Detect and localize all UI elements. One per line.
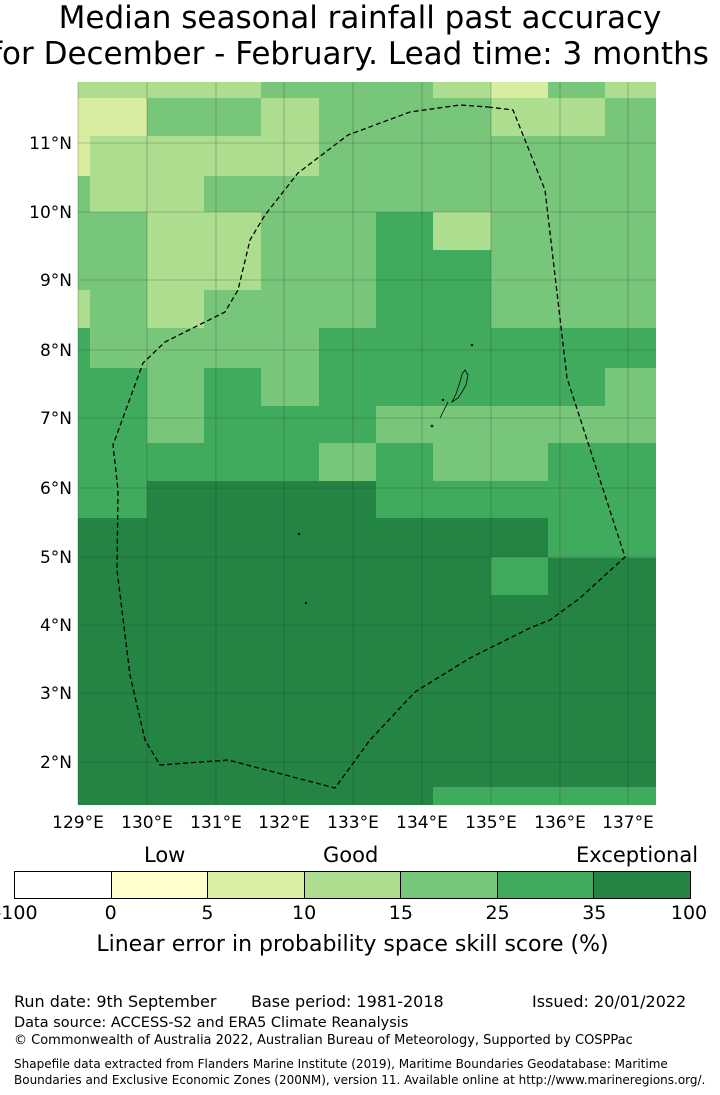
skill-cell: [319, 481, 376, 518]
latitude-tick-label: 10°N: [29, 203, 72, 223]
skill-cell: [147, 250, 261, 290]
skill-cell: [90, 328, 319, 368]
run-date: Run date: 9th September: [14, 992, 217, 1011]
skill-cell: [491, 98, 605, 136]
skill-cell: [376, 212, 433, 328]
legend-tick-label: 0: [104, 902, 117, 924]
legend-color-swatch: [208, 872, 305, 898]
longitude-tick-label: 131°E: [190, 813, 242, 833]
map-title-line2: for December - February. Lead time: 3 mo…: [0, 36, 709, 72]
legend-tick-label: 5: [201, 902, 214, 924]
legend-tick-label: 10: [292, 902, 317, 924]
latitude-tick-label: 5°N: [40, 548, 72, 568]
latitude-ticks: 11°N 10°N 9°N 8°N 7°N 6°N 5°N 4°N 3°N 2°N: [29, 134, 72, 773]
skill-score-map: 129°E 130°E 131°E 132°E 133°E 134°E 135°E 136°E…: [29, 82, 656, 833]
latitude-tick-label: 4°N: [40, 616, 72, 636]
legend-tick-label: 35: [582, 902, 607, 924]
skill-cell: [319, 518, 491, 558]
legend-color-swatch: [594, 872, 691, 898]
skill-cell: [605, 82, 656, 98]
issued-date: Issued: 20/01/2022: [532, 992, 687, 1011]
map-gridlines: [77, 82, 656, 805]
skill-cell: [147, 290, 204, 328]
longitude-tick-label: 130°E: [121, 813, 173, 833]
skill-cell: [261, 368, 319, 406]
eez-boundary: [112, 104, 626, 789]
legend-tick-label: 25: [485, 902, 510, 924]
skill-cell: [605, 368, 656, 444]
skill-cell: [90, 136, 319, 176]
skill-cell: [90, 176, 204, 212]
latitude-tick-label: 8°N: [40, 341, 72, 361]
legend-label: Linear error in probability space skill …: [96, 932, 609, 957]
legend-tick-label: 15: [388, 902, 413, 924]
copyright-notice: © Commonwealth of Australia 2022, Austra…: [14, 1033, 633, 1048]
skill-cell: [319, 328, 433, 406]
longitude-ticks: 129°E 130°E 131°E 132°E 133°E 134°E 135°E 136°E…: [52, 813, 654, 833]
skill-cell: [78, 290, 90, 328]
skill-cell: [548, 518, 656, 558]
skill-cell: [78, 368, 147, 481]
skill-cell: [433, 787, 656, 805]
skill-cell: [78, 136, 90, 176]
legend-category-exceptional: Exceptional: [576, 843, 699, 867]
skill-cell: [147, 481, 319, 518]
skill-cell: [78, 328, 90, 368]
legend-color-swatch: [304, 872, 402, 898]
skill-cell: [376, 443, 433, 481]
shapefile-credit-line2: Boundaries and Exclusive Economic Zones …: [14, 1073, 706, 1087]
legend-tick-label: -100: [0, 902, 38, 924]
palau-islands: [297, 343, 474, 605]
shapefile-credit-line1: Shapefile data extracted from Flanders M…: [14, 1057, 668, 1071]
skill-cell: [491, 557, 548, 595]
skill-cell: [491, 481, 656, 518]
skill-cell: [147, 212, 261, 250]
latitude-tick-label: 2°N: [40, 753, 72, 773]
skill-cell: [319, 443, 376, 481]
data-source: Data source: ACCESS-S2 and ERA5 Climate …: [14, 1015, 409, 1031]
skill-cell: [548, 443, 656, 481]
longitude-tick-label: 137°E: [602, 813, 654, 833]
map-title-line1: Median seasonal rainfall past accuracy: [58, 0, 662, 36]
longitude-tick-label: 132°E: [258, 813, 310, 833]
base-period: Base period: 1981-2018: [251, 992, 444, 1011]
skill-cell: [78, 82, 261, 98]
skill-cell: [491, 328, 656, 368]
skill-cell: [491, 82, 548, 98]
skill-cell: [147, 368, 204, 443]
longitude-tick-label: 129°E: [52, 813, 104, 833]
legend-color-swatch: [111, 872, 209, 898]
skill-cell: [433, 443, 548, 481]
legend-tick-label: 100: [670, 902, 708, 924]
longitude-tick-label: 134°E: [396, 813, 448, 833]
legend-color-swatch: [497, 872, 595, 898]
legend-colorbar: [14, 871, 691, 899]
skill-cell: [147, 443, 319, 481]
skill-cell: [433, 250, 491, 328]
latitude-tick-label: 9°N: [40, 271, 72, 291]
longitude-tick-label: 136°E: [534, 813, 586, 833]
longitude-tick-label: 135°E: [465, 813, 517, 833]
latitude-tick-label: 6°N: [40, 479, 72, 499]
legend-category-low: Low: [144, 843, 186, 867]
latitude-tick-label: 3°N: [40, 684, 72, 704]
longitude-tick-label: 133°E: [327, 813, 379, 833]
latitude-tick-label: 11°N: [29, 134, 72, 154]
legend-color-swatch: [401, 872, 498, 898]
latitude-tick-label: 7°N: [40, 409, 72, 429]
skill-cell: [376, 406, 605, 444]
legend-category-good: Good: [323, 843, 379, 867]
legend-color-swatch: [15, 872, 112, 898]
skill-cell: [433, 212, 491, 250]
skill-grid-cells: [78, 82, 656, 805]
skill-cell: [261, 98, 319, 136]
skill-cell: [78, 98, 147, 136]
skill-cell: [78, 518, 656, 805]
